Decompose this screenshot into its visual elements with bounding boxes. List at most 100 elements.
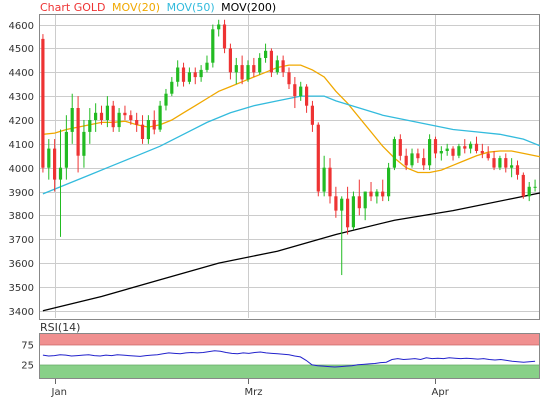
series-line-mov50: [42, 95, 540, 195]
candle: [58, 129, 63, 237]
candle: [240, 55, 244, 85]
x-tick-jan: Jan: [51, 387, 67, 398]
candle: [463, 139, 467, 154]
candle-body: [211, 29, 215, 63]
candle-body: [340, 198, 344, 211]
y-tick-4300: 4300: [9, 92, 34, 103]
candle-body: [521, 174, 525, 197]
candle-body: [428, 139, 432, 166]
candle-body: [117, 112, 121, 128]
candle-body: [498, 158, 502, 168]
rsi-panel: 75 25: [21, 333, 540, 379]
candle-body: [375, 191, 379, 197]
candle: [416, 148, 420, 163]
candle: [340, 196, 344, 276]
candle-body: [305, 86, 309, 106]
candle: [217, 19, 221, 37]
candle: [287, 67, 291, 89]
candle-body: [510, 165, 514, 168]
candle: [480, 143, 484, 159]
candle: [422, 148, 426, 171]
y-tick-3800: 3800: [9, 211, 34, 222]
candle: [334, 186, 338, 218]
candle: [181, 62, 186, 87]
price-y-ticks: 3400 3500 3600 3700 3800 3900 4000 4100 4200 4300…: [9, 21, 34, 318]
candle-body: [111, 105, 115, 128]
candle-body: [252, 65, 256, 73]
candle: [170, 77, 174, 97]
candle: [199, 65, 203, 82]
candle: [357, 179, 361, 216]
candle-body: [129, 115, 133, 120]
candle-body: [410, 153, 414, 166]
candle-body: [140, 124, 145, 139]
y-tick-4000: 4000: [9, 164, 34, 175]
candle: [211, 24, 215, 68]
candle-body: [170, 81, 174, 94]
candle: [457, 143, 461, 159]
candle-body: [422, 158, 426, 166]
candle: [264, 43, 268, 63]
y-tick-3500: 3500: [9, 283, 34, 294]
candle-body: [439, 151, 443, 154]
candle: [398, 134, 402, 161]
candle-body: [480, 151, 484, 154]
y-tick-3700: 3700: [9, 235, 34, 246]
candle-body: [445, 148, 449, 151]
candle-body: [369, 191, 373, 197]
x-tick-apr: Apr: [432, 387, 450, 398]
candle: [527, 182, 531, 202]
candle-body: [193, 72, 197, 78]
candle-body: [346, 198, 350, 228]
chart-label: Chart GOLD: [40, 1, 106, 14]
candle-body: [181, 67, 186, 82]
candle-body: [217, 24, 221, 30]
candle: [515, 160, 520, 180]
candle-body: [469, 143, 473, 149]
candle-body: [123, 112, 127, 116]
candle: [451, 146, 455, 161]
candle-body: [492, 158, 496, 168]
candle: [305, 84, 309, 113]
legend-mov200: MOV(200): [221, 1, 276, 14]
candle-body: [357, 196, 361, 209]
rsi-tick-75: 75: [21, 341, 34, 352]
candle: [474, 136, 479, 154]
rsi-oversold-zone: [40, 365, 539, 379]
candle: [53, 139, 57, 192]
candle: [293, 77, 297, 109]
candle: [64, 115, 68, 180]
candle-body: [351, 196, 355, 228]
candle-body: [463, 146, 467, 149]
candle-body: [281, 60, 285, 73]
y-tick-3600: 3600: [9, 259, 34, 270]
candle-body: [199, 69, 203, 78]
y-tick-4500: 4500: [9, 44, 34, 55]
candle: [94, 103, 98, 132]
candle: [275, 55, 279, 75]
candle: [375, 189, 379, 204]
candle: [158, 100, 162, 132]
candle: [123, 105, 127, 120]
candle: [410, 148, 414, 168]
candle: [346, 186, 350, 235]
candle: [369, 182, 373, 202]
candle: [498, 155, 502, 171]
y-tick-4400: 4400: [9, 68, 34, 79]
candle-body: [363, 191, 367, 209]
candle-body: [58, 167, 63, 180]
candlesticks: [41, 19, 537, 276]
candle: [41, 34, 45, 173]
candle-body: [433, 139, 438, 154]
y-tick-3900: 3900: [9, 188, 34, 199]
x-tick-mrz: Mrz: [245, 387, 263, 398]
candle-body: [82, 131, 86, 156]
candle: [439, 146, 443, 161]
candle: [82, 119, 86, 168]
candle: [521, 172, 525, 199]
candle-body: [287, 72, 291, 85]
candle-body: [205, 62, 209, 70]
candle: [316, 122, 320, 197]
candle-body: [240, 65, 244, 80]
